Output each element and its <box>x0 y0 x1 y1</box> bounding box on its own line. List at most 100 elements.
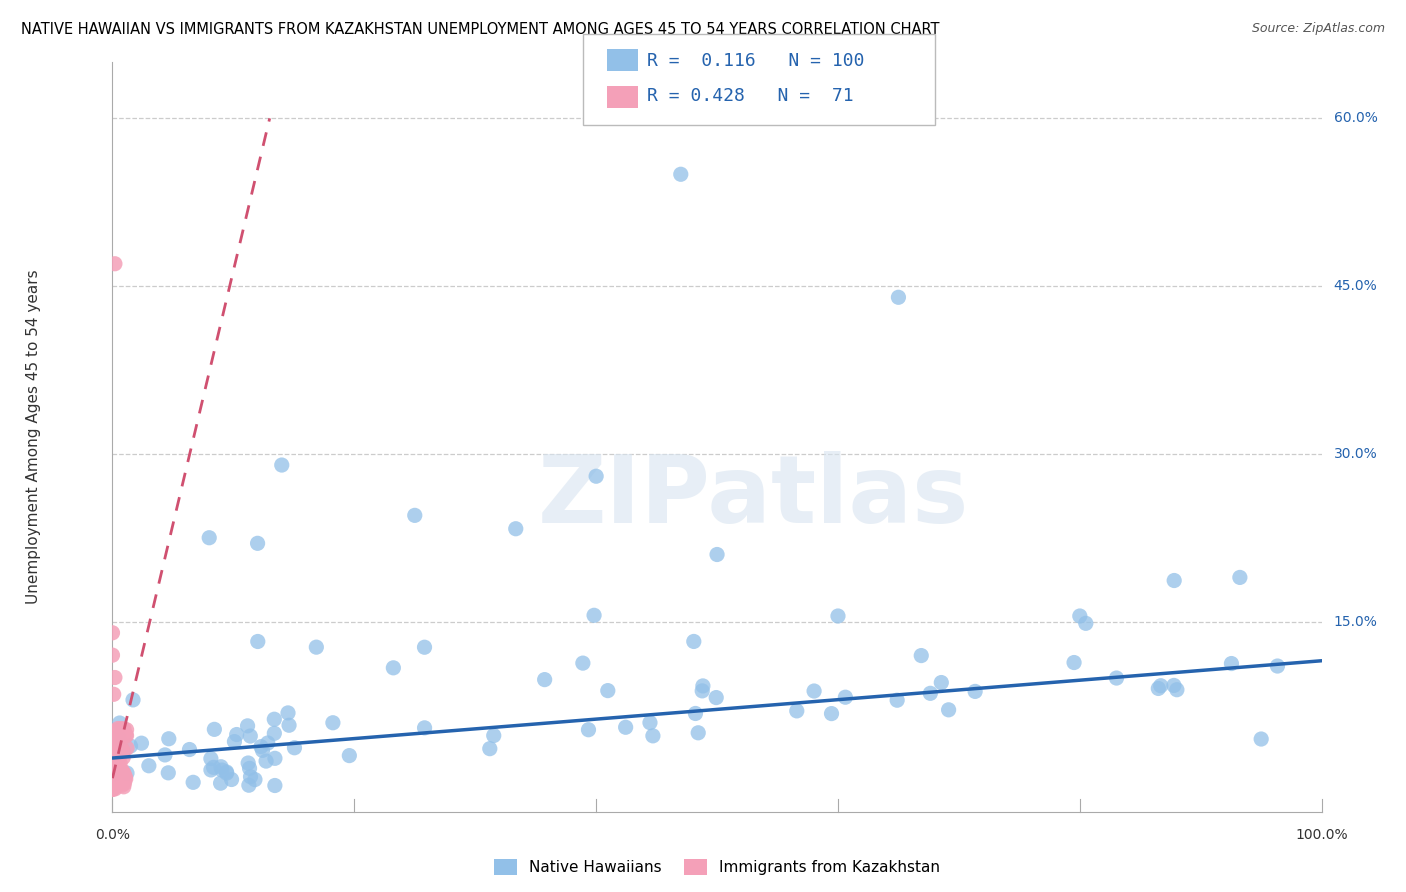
Point <box>101 767 124 781</box>
Point <box>111 778 134 792</box>
Point <box>107 762 129 776</box>
Point <box>1220 657 1243 671</box>
Point <box>583 608 606 623</box>
Point <box>1163 574 1185 588</box>
Point <box>111 731 134 746</box>
Point <box>107 743 129 757</box>
Point <box>215 766 238 780</box>
Point <box>107 742 129 756</box>
Point <box>202 760 225 774</box>
Point <box>305 640 328 655</box>
Point <box>264 751 287 765</box>
Point <box>505 522 527 536</box>
Point <box>910 648 932 663</box>
Point <box>920 686 942 700</box>
Point <box>221 772 243 787</box>
Point <box>239 770 262 784</box>
Point <box>1069 609 1091 624</box>
Point <box>107 763 129 777</box>
Point <box>104 257 127 271</box>
Point <box>1105 671 1128 685</box>
Point <box>382 661 405 675</box>
Point <box>413 640 436 655</box>
Point <box>108 764 131 779</box>
Point <box>887 290 910 304</box>
Point <box>114 776 136 790</box>
Point <box>111 775 134 789</box>
Text: Unemployment Among Ages 45 to 54 years: Unemployment Among Ages 45 to 54 years <box>27 269 41 605</box>
Text: 100.0%: 100.0% <box>1295 829 1348 843</box>
Point <box>101 782 124 797</box>
Point <box>157 731 180 746</box>
Point <box>108 762 131 776</box>
Point <box>585 469 607 483</box>
Point <box>200 752 222 766</box>
Point <box>122 693 145 707</box>
Point <box>270 458 292 472</box>
Text: 60.0%: 60.0% <box>1334 112 1378 126</box>
Point <box>107 751 129 765</box>
Point <box>104 671 127 685</box>
Point <box>101 625 124 640</box>
Point <box>834 690 856 705</box>
Point <box>246 536 269 550</box>
Text: Source: ZipAtlas.com: Source: ZipAtlas.com <box>1251 22 1385 36</box>
Point <box>112 722 135 736</box>
Point <box>103 745 125 759</box>
Point <box>103 763 125 777</box>
Point <box>404 508 426 523</box>
Text: NATIVE HAWAIIAN VS IMMIGRANTS FROM KAZAKHSTAN UNEMPLOYMENT AMONG AGES 45 TO 54 Y: NATIVE HAWAIIAN VS IMMIGRANTS FROM KAZAK… <box>21 22 939 37</box>
Point <box>138 758 160 772</box>
Point <box>111 764 134 778</box>
Point <box>827 609 849 624</box>
Point <box>278 718 301 732</box>
Text: 30.0%: 30.0% <box>1334 447 1378 461</box>
Point <box>254 754 277 768</box>
Point <box>215 764 238 779</box>
Point <box>111 730 134 744</box>
Point <box>110 722 132 736</box>
Point <box>938 703 960 717</box>
Point <box>103 725 125 739</box>
Point <box>533 673 555 687</box>
Point <box>111 764 134 778</box>
Point <box>1163 678 1185 692</box>
Point <box>482 729 505 743</box>
Point <box>211 763 233 777</box>
Point <box>101 746 124 760</box>
Point <box>112 750 135 764</box>
Point <box>198 531 221 545</box>
Point <box>322 715 344 730</box>
Point <box>112 780 135 794</box>
Point <box>104 723 127 738</box>
Point <box>669 167 692 181</box>
Point <box>209 776 232 790</box>
Point <box>105 771 128 785</box>
Point <box>263 712 285 726</box>
Point <box>115 729 138 743</box>
Point <box>209 760 232 774</box>
Point <box>112 766 135 780</box>
Point <box>1250 732 1272 747</box>
Point <box>157 765 180 780</box>
Point <box>108 724 131 739</box>
Point <box>929 675 952 690</box>
Point <box>786 704 808 718</box>
Point <box>115 728 138 742</box>
Point <box>413 721 436 735</box>
Point <box>1166 682 1188 697</box>
Point <box>101 782 124 797</box>
Point <box>108 716 131 731</box>
Point <box>107 737 129 751</box>
Point <box>1150 679 1173 693</box>
Point <box>224 734 246 748</box>
Point <box>283 740 305 755</box>
Point <box>101 767 124 781</box>
Point <box>264 779 287 793</box>
Point <box>114 770 136 784</box>
Point <box>103 767 125 781</box>
Point <box>243 772 266 787</box>
Point <box>115 766 138 780</box>
Point <box>110 744 132 758</box>
Point <box>614 720 637 734</box>
